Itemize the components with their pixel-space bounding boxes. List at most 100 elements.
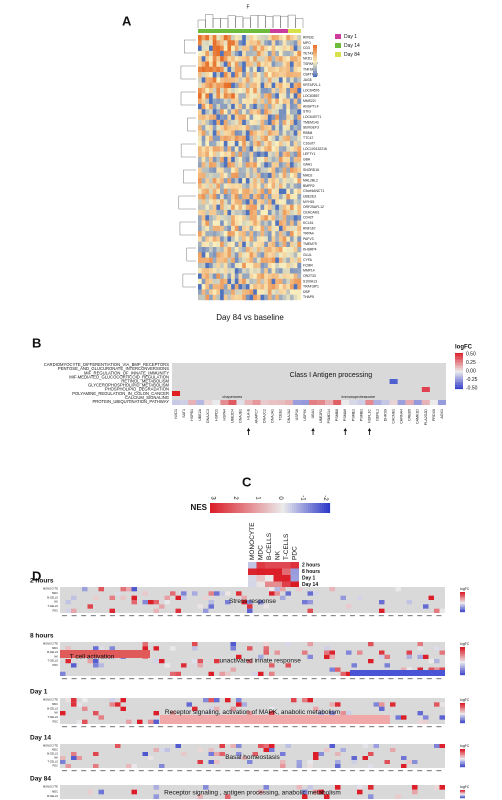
- heatmap-cell: [170, 711, 176, 716]
- heatmap-cell: [275, 151, 280, 158]
- heatmap-cell: [249, 278, 254, 285]
- heatmap-cell: [273, 575, 282, 582]
- heatmap-cell: [201, 199, 206, 205]
- heatmap-cell: [201, 156, 206, 163]
- heatmap-cell: [271, 109, 276, 115]
- heatmap-cell: [209, 103, 213, 110]
- heatmap-cell: [297, 257, 302, 264]
- heatmap-cell: [278, 130, 283, 136]
- heatmap-cell: [260, 45, 265, 52]
- gene-label: PSMA6: [343, 409, 347, 421]
- heatmap-cell: [267, 61, 272, 67]
- heatmap-cell: [205, 56, 210, 62]
- gene-label: HSPD1: [214, 409, 218, 421]
- heatmap-cell: [289, 56, 294, 62]
- heatmap-cell: [205, 35, 210, 41]
- heatmap-cell: [289, 268, 294, 274]
- heatmap-cell: [220, 273, 224, 279]
- color-key: [460, 661, 465, 664]
- legend-tick: 0.50: [466, 351, 476, 357]
- heatmap-cell: [260, 72, 265, 78]
- heatmap-cell: [413, 400, 422, 405]
- heatmap-cell: [289, 188, 294, 195]
- heatmap-cell: [264, 61, 269, 67]
- heatmap-cell: [280, 764, 286, 768]
- gene-label-placeholder: [138, 678, 144, 680]
- heatmap-cell: [227, 199, 232, 205]
- heatmap-cell: [234, 88, 239, 94]
- color-key: [455, 383, 463, 385]
- heatmap-cell: [65, 608, 71, 613]
- heatmap-cell: [216, 61, 221, 67]
- gene-label-placeholder: [234, 770, 240, 772]
- heatmap-cell: [212, 220, 217, 226]
- heatmap-cell: [253, 273, 258, 279]
- heatmap-cell: [245, 125, 250, 131]
- heatmap-cell: [227, 98, 232, 105]
- heatmap-cell: [253, 66, 258, 73]
- heatmap-cell: [205, 220, 210, 226]
- heatmap-cell: [209, 119, 213, 126]
- heatmap-cell: [228, 400, 237, 405]
- heatmap-cell: [297, 204, 302, 211]
- heatmap-cell: [71, 663, 77, 668]
- heatmap-cell: [406, 654, 412, 659]
- heatmap-cell: [227, 257, 232, 264]
- heatmap-cell: [289, 103, 294, 110]
- heatmap-cell: [216, 194, 221, 200]
- heatmap-cell: [201, 35, 206, 41]
- gene-label: LEFTY1: [303, 152, 316, 156]
- heatmap-cell: [324, 646, 330, 651]
- heatmap-cell: [234, 130, 239, 136]
- heatmap-cell: [209, 225, 213, 232]
- gene-label: UBE2R1: [319, 409, 323, 423]
- heatmap-cell: [260, 220, 265, 226]
- heatmap-cell: [256, 209, 261, 216]
- heatmap-cell: [297, 66, 302, 73]
- heatmap-cell: [209, 294, 213, 301]
- heatmap-cell: [260, 114, 265, 120]
- gene-label-placeholder: [62, 615, 67, 617]
- heatmap-cell: [297, 61, 302, 67]
- heatmap-cell: [234, 119, 239, 126]
- heatmap-cell: [209, 130, 213, 136]
- color-scale: [250, 503, 253, 513]
- color-key: [455, 371, 463, 373]
- heatmap-cell: [198, 172, 202, 179]
- heatmap-cell: [275, 98, 280, 105]
- heatmap-cell: [216, 209, 221, 216]
- color-key: [460, 593, 465, 596]
- dendrogram: [186, 247, 196, 262]
- heatmap-cell: [439, 667, 445, 672]
- heatmap-cell: [175, 595, 181, 600]
- color-key: [313, 59, 317, 62]
- color-key: [455, 368, 463, 370]
- color-scale: [240, 503, 243, 513]
- heatmap-cell: [293, 130, 298, 136]
- heatmap-cell: [267, 103, 272, 110]
- heatmap-cell: [216, 146, 221, 152]
- heatmap-cell: [282, 289, 287, 295]
- heatmap-cell: [253, 231, 258, 237]
- heatmap-cell: [216, 167, 221, 173]
- heatmap-cell: [260, 188, 265, 195]
- heatmap-cell: [209, 268, 213, 274]
- heatmap-cell: [269, 671, 275, 676]
- heatmap-cell: [223, 146, 228, 152]
- heatmap-cell: [278, 209, 283, 216]
- legend-title: logFC: [460, 642, 470, 646]
- heatmap-cell: [227, 183, 232, 189]
- heatmap-cell: [289, 178, 294, 184]
- heatmap-cell: [234, 72, 239, 78]
- heatmap-cell: [198, 194, 202, 200]
- heatmap-cell: [209, 257, 213, 264]
- heatmap-cell: [242, 130, 247, 136]
- row-label: T-CELLS: [47, 604, 58, 608]
- heatmap-cell: [209, 50, 213, 57]
- heatmap-cell: [205, 40, 210, 46]
- heatmap-cell: [293, 273, 298, 279]
- heatmap-cell: [282, 82, 287, 89]
- heatmap-cell: [245, 252, 250, 258]
- heatmap-cell: [253, 135, 258, 142]
- heatmap-cell: [209, 247, 213, 253]
